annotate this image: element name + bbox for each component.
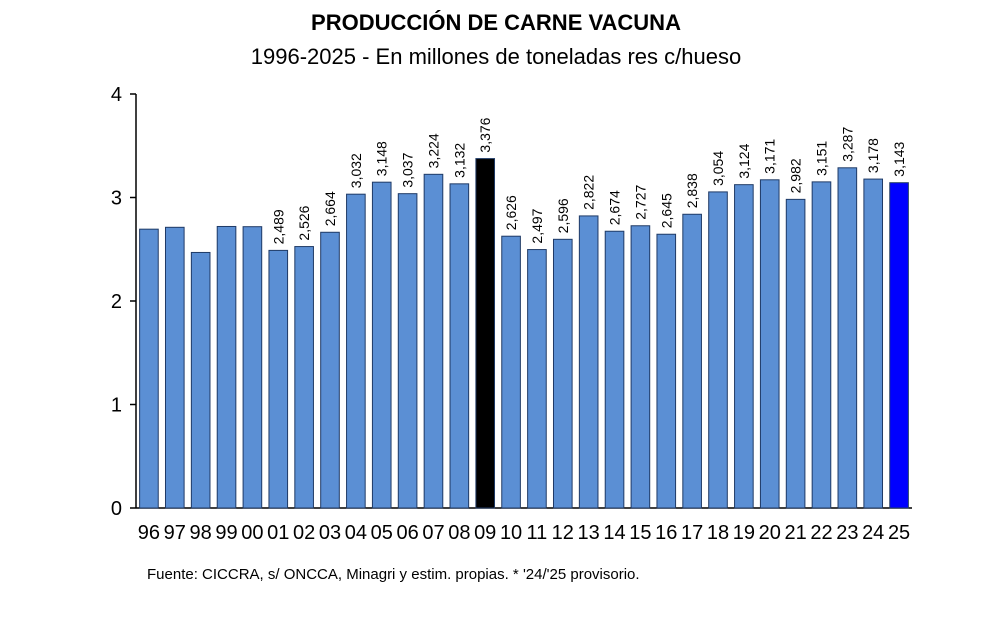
data-label-09: 3,376 <box>477 117 493 152</box>
data-label-05: 3,148 <box>374 141 390 176</box>
y-tick-label: 2 <box>111 291 122 313</box>
bar-13 <box>578 215 599 509</box>
chart-title: PRODUCCIÓN DE CARNE VACUNA <box>311 10 681 35</box>
x-tick-label: 22 <box>810 522 832 544</box>
data-label-04: 3,032 <box>348 153 364 188</box>
bar-97 <box>164 226 185 509</box>
data-label-06: 3,037 <box>400 152 416 187</box>
x-tick-label: 08 <box>448 522 470 544</box>
data-label-11: 2,497 <box>529 208 545 243</box>
bar-05 <box>371 181 392 509</box>
data-label-14: 2,674 <box>607 190 623 225</box>
bar-06 <box>397 193 418 509</box>
data-label-03: 2,664 <box>322 191 338 226</box>
chart-subtitle: 1996-2025 - En millones de toneladas res… <box>250 44 742 69</box>
bar-21 <box>785 198 806 509</box>
data-label-15: 2,727 <box>632 185 648 220</box>
x-tick-label: 18 <box>707 522 729 544</box>
x-tick-label: 04 <box>345 522 367 544</box>
x-tick-label: 15 <box>629 522 651 544</box>
data-label-08: 3,132 <box>451 143 467 178</box>
x-tick-label: 10 <box>500 522 522 544</box>
x-tick-label: 13 <box>578 522 600 544</box>
data-label-02: 2,526 <box>296 205 312 240</box>
x-tick-label: 03 <box>319 522 341 544</box>
x-tick-label: 21 <box>784 522 806 544</box>
data-label-12: 2,596 <box>555 198 571 233</box>
x-tick-label: 09 <box>474 522 496 544</box>
x-tick-label: 07 <box>422 522 444 544</box>
x-tick-label: 97 <box>164 522 186 544</box>
x-tick-label: 99 <box>215 522 237 544</box>
x-axis-tick-labels: 96 97 98 99 00 01 02 03 04 05 06 07 08 09 10 11 12 13 14 15… <box>138 522 910 544</box>
y-tick-label: 0 <box>111 498 122 520</box>
x-tick-label: 20 <box>759 522 781 544</box>
y-tick-label: 4 <box>111 84 122 106</box>
bar-16 <box>656 233 677 509</box>
bar-04 <box>346 193 366 509</box>
data-label-20: 3,171 <box>762 139 778 174</box>
x-tick-label: 12 <box>552 522 574 544</box>
x-tick-label: 23 <box>836 522 858 544</box>
bar-23 <box>837 167 858 509</box>
x-tick-label: 19 <box>733 522 755 544</box>
x-tick-label: 05 <box>371 522 393 544</box>
data-labels: 2,489 2,526 2,664 3,032 3,148 3,037 3,224 3,132… <box>270 117 907 244</box>
data-label-25: 3,143 <box>891 141 907 176</box>
bar-08 <box>449 183 470 509</box>
x-tick-label: 14 <box>603 522 625 544</box>
bars <box>139 158 909 509</box>
x-tick-label: 11 <box>527 522 548 544</box>
bar-10 <box>501 235 521 509</box>
data-label-07: 3,224 <box>425 133 441 168</box>
x-tick-label: 00 <box>241 522 263 544</box>
bar-18 <box>708 191 728 509</box>
x-tick-label: 25 <box>888 522 910 544</box>
x-tick-label: 01 <box>267 522 289 544</box>
bar-99 <box>216 225 237 509</box>
data-label-21: 2,982 <box>788 158 804 193</box>
data-label-18: 3,054 <box>710 151 726 186</box>
data-label-13: 2,822 <box>581 175 597 210</box>
bar-09 <box>475 158 496 509</box>
bar-98 <box>190 251 211 509</box>
x-tick-label: 02 <box>293 522 315 544</box>
bar-12 <box>552 238 573 509</box>
bar-07 <box>423 173 444 509</box>
bar-96 <box>139 228 159 509</box>
bar-20 <box>759 179 780 509</box>
bar-15 <box>630 225 651 509</box>
bar-24 <box>863 178 884 509</box>
x-tick-label: 06 <box>396 522 418 544</box>
data-label-10: 2,626 <box>503 195 519 230</box>
bar-19 <box>734 184 754 509</box>
bar-01 <box>268 249 289 509</box>
data-label-19: 3,124 <box>736 143 752 178</box>
x-tick-label: 16 <box>655 522 677 544</box>
bar-02 <box>294 246 314 509</box>
bar-03 <box>320 231 340 509</box>
data-label-24: 3,178 <box>865 138 881 173</box>
bar-11 <box>527 249 547 509</box>
data-label-22: 3,151 <box>813 141 829 176</box>
chart-source-note: Fuente: CICCRA, s/ ONCCA, Minagri y esti… <box>147 566 640 583</box>
bar-17 <box>682 213 702 509</box>
x-tick-label: 98 <box>190 522 212 544</box>
bar-22 <box>811 181 832 509</box>
bar-25 <box>889 182 909 509</box>
data-label-17: 2,838 <box>684 173 700 208</box>
x-tick-label: 24 <box>862 522 884 544</box>
x-tick-label: 17 <box>681 522 703 544</box>
y-axis: 0 1 2 3 4 <box>111 84 912 520</box>
bar-14 <box>604 230 625 509</box>
y-tick-label: 1 <box>111 395 122 417</box>
x-tick-label: 96 <box>138 522 160 544</box>
data-label-16: 2,645 <box>658 193 674 228</box>
data-label-01: 2,489 <box>270 209 286 244</box>
bar-00 <box>242 226 263 509</box>
data-label-23: 3,287 <box>839 127 855 162</box>
y-tick-label: 3 <box>111 188 122 210</box>
